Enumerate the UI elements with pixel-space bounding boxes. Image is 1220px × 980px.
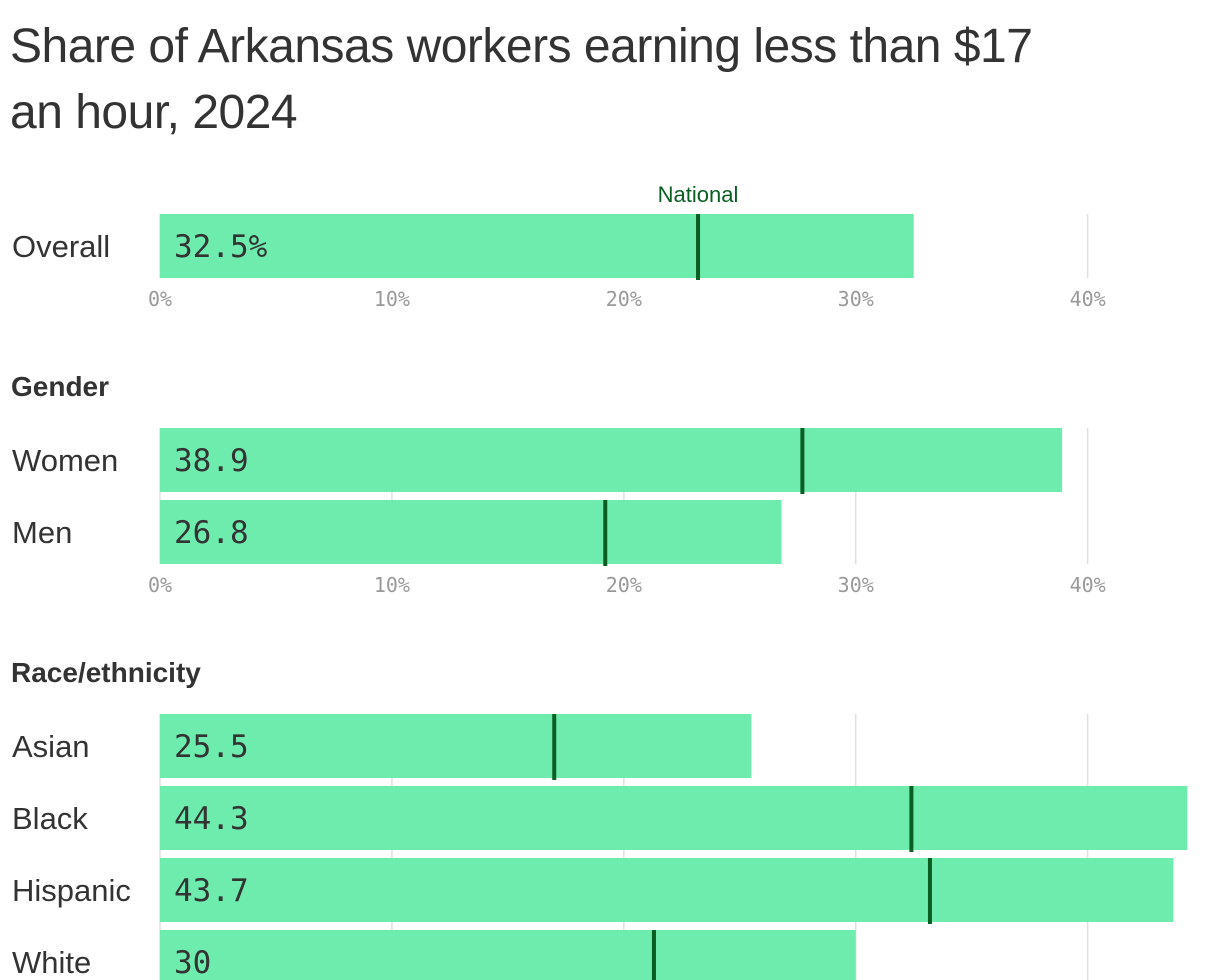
labels: Overall 32.5% National 0% 10% 20% 30% 40% Gender… (11, 182, 1106, 980)
national-marker (696, 214, 701, 280)
section-heading: Race/ethnicity (11, 657, 201, 688)
bar (160, 214, 914, 278)
chart-title: Share of Arkansas workers earning less t… (10, 20, 1033, 139)
data-label: 38.9 (174, 443, 249, 479)
data-label: 25.5 (174, 729, 249, 765)
data-label: 26.8 (174, 515, 249, 551)
category-label: Overall (12, 229, 110, 264)
tick-label: 40% (1070, 573, 1106, 597)
bar (160, 786, 1188, 850)
bars (160, 214, 1188, 980)
data-label: 30 (174, 945, 211, 980)
category-label: Women (12, 443, 118, 478)
national-marker (552, 714, 557, 780)
data-label: 44.3 (174, 801, 249, 837)
tick-label: 20% (606, 573, 642, 597)
national-label: National (658, 182, 739, 207)
national-marker (927, 858, 932, 924)
category-label: White (12, 945, 91, 980)
title-line-1: Share of Arkansas workers earning less t… (10, 20, 1032, 73)
category-label: Black (12, 801, 88, 836)
national-marker (909, 786, 914, 852)
category-label: Men (12, 515, 72, 550)
tick-label: 10% (374, 573, 410, 597)
tick-label: 0% (148, 573, 172, 597)
tick-label: 40% (1070, 287, 1106, 311)
tick-label: 20% (606, 287, 642, 311)
section-heading: Gender (11, 371, 109, 402)
data-label: 43.7 (174, 873, 249, 909)
bar (160, 428, 1063, 492)
tick-label: 0% (148, 287, 172, 311)
national-marker (651, 930, 656, 980)
category-label: Hispanic (12, 873, 131, 908)
data-label: 32.5% (174, 229, 268, 265)
category-label: Asian (12, 729, 90, 764)
title-line-2: an hour, 2024 (10, 86, 297, 139)
bar (160, 714, 752, 778)
tick-label: 30% (838, 287, 874, 311)
national-marker (800, 428, 805, 494)
bar (160, 500, 782, 564)
bar (160, 858, 1174, 922)
national-marker (603, 500, 608, 566)
tick-label: 30% (838, 573, 874, 597)
tick-label: 10% (374, 287, 410, 311)
bar (160, 930, 856, 980)
